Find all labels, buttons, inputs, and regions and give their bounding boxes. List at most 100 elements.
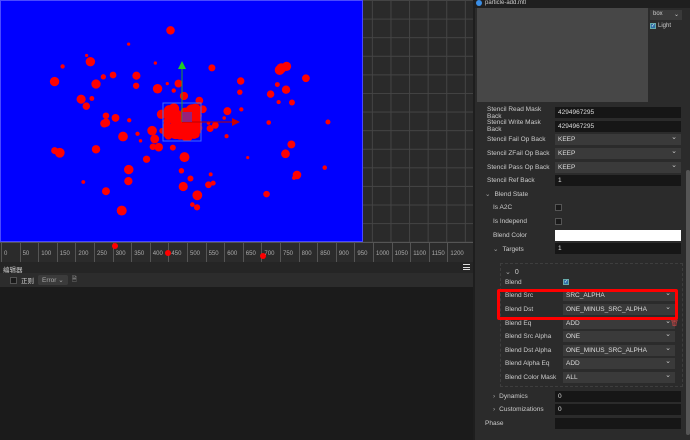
ruler-tick: 200: [75, 243, 88, 263]
console-toolbar: 正则 Error ⌄ 🗎: [0, 273, 473, 287]
particle: [100, 119, 109, 128]
log-level-value: Error: [42, 277, 57, 284]
field-label: Blend Dst Alpha: [505, 346, 552, 354]
particle: [150, 134, 160, 144]
regex-checkbox[interactable]: [10, 276, 17, 284]
blend-color-label: Blend Color: [493, 231, 527, 239]
particle: [211, 121, 219, 129]
light-checkbox[interactable]: ✓: [650, 23, 656, 29]
particle: [132, 71, 141, 80]
field-input[interactable]: 4294967295: [555, 120, 681, 132]
dynamics-value[interactable]: 0: [555, 390, 681, 402]
field-select[interactable]: ONE: [563, 330, 675, 343]
console-header: 编辑器: [0, 262, 473, 274]
stencil-row: Stencil ZFail Op Back KEEP: [475, 147, 685, 161]
particle: [178, 181, 188, 192]
field-select[interactable]: ONE_MINUS_SRC_ALPHA: [563, 303, 675, 316]
particle: [206, 125, 214, 132]
blend-checkbox[interactable]: ✓: [563, 279, 569, 286]
particle: [187, 175, 194, 182]
targets-label[interactable]: ⌄ Targets: [493, 245, 524, 253]
material-preview[interactable]: [477, 8, 648, 102]
particle: [260, 253, 266, 259]
blend-field-row: Blend Dst Alpha ONE_MINUS_SRC_ALPHA: [475, 344, 685, 358]
blend-field-row: Blend Alpha Eq ADD: [475, 357, 685, 371]
log-level-select[interactable]: Error ⌄: [38, 275, 68, 285]
timeline-ruler[interactable]: 0 50 100 150 200 250 300 350 400 450 500 550 600 650 7…: [0, 242, 473, 263]
ruler-tick: 850: [317, 243, 330, 263]
field-label: Stencil ZFail Op Back: [487, 150, 550, 158]
particle: [178, 168, 185, 174]
ruler-tick: 1000: [373, 243, 389, 263]
field-label: Stencil Read Mask Back: [487, 105, 542, 120]
file-icon[interactable]: 🗎: [71, 275, 77, 283]
is-a2c-checkbox[interactable]: [555, 204, 562, 212]
chevron-down-icon: ⌄: [505, 268, 511, 276]
field-select[interactable]: ONE_MINUS_SRC_ALPHA: [563, 344, 675, 356]
preview-shape-select[interactable]: box ⌄: [650, 10, 682, 20]
particle: [266, 90, 275, 98]
particle: [263, 190, 270, 198]
target-0-header[interactable]: ⌄ 0: [475, 256, 685, 276]
particle: [60, 64, 65, 69]
customizations-value[interactable]: 0: [555, 404, 681, 416]
particle: [111, 114, 120, 122]
is-independ-checkbox[interactable]: [555, 218, 562, 226]
particle: [147, 125, 157, 136]
field-select[interactable]: ADD: [563, 317, 675, 329]
field-select[interactable]: KEEP: [555, 147, 681, 160]
blend-field-row: Blend Src Alpha ONE: [475, 330, 685, 344]
preview-shape-value: box: [653, 11, 663, 17]
blend-field-row: Blend Eq ADD🗑: [475, 316, 685, 330]
particle: [76, 94, 86, 104]
field-label: Blend Color Mask: [505, 373, 557, 381]
light-toggle[interactable]: ✓ Light: [650, 23, 671, 29]
particle: [274, 65, 285, 75]
target-group: [500, 263, 683, 387]
blend-state-section[interactable]: ⌄ Blend State: [475, 188, 685, 202]
field-input[interactable]: 1: [555, 175, 681, 187]
particle: [116, 205, 127, 216]
field-select[interactable]: KEEP: [555, 161, 681, 173]
field-label: Stencil Write Mask Back: [487, 119, 541, 134]
ruler-tick: 650: [242, 243, 256, 263]
light-label: Light: [658, 23, 672, 29]
ruler-tick: 400: [149, 243, 163, 263]
particle: [239, 107, 244, 112]
is-a2c-label: Is A2C: [493, 204, 513, 212]
particle: [124, 164, 134, 175]
dynamics-label[interactable]: › Dynamics: [493, 392, 528, 400]
scrollbar[interactable]: [686, 170, 690, 435]
ruler-tick: 1100: [410, 243, 426, 263]
particle: [109, 71, 117, 79]
particle: [281, 149, 290, 159]
transform-gizmo[interactable]: [162, 61, 240, 142]
delete-icon[interactable]: 🗑: [670, 320, 679, 328]
particle: [205, 181, 212, 189]
property-list: Stencil Read Mask Back 4294967295 Stencil …: [475, 106, 685, 430]
particle: [149, 143, 157, 150]
customizations-label[interactable]: › Customizations: [493, 406, 544, 414]
menu-icon[interactable]: [463, 264, 470, 270]
field-input[interactable]: 4294967295: [555, 107, 681, 119]
is-independ-label: Is Independ: [493, 218, 527, 226]
particle: [85, 53, 89, 58]
ruler-tick: 900: [335, 243, 349, 263]
phase-input[interactable]: [555, 417, 681, 429]
field-select[interactable]: KEEP: [555, 133, 681, 146]
field-select[interactable]: ADD: [563, 357, 675, 370]
ruler-tick: 250: [94, 243, 107, 263]
particle: [91, 79, 101, 89]
console-title: 编辑器: [3, 267, 23, 274]
scene-view[interactable]: [0, 0, 473, 242]
field-select[interactable]: ALL: [563, 371, 675, 383]
particle: [49, 76, 60, 87]
blend-color-swatch[interactable]: [555, 229, 681, 241]
ruler-tick: 600: [224, 243, 237, 263]
particle: [274, 82, 280, 88]
inspector-panel: particle-add.mtl box ⌄ ✓ Light Stencil Rea…: [475, 0, 690, 440]
field-select[interactable]: SRC_ALPHA: [563, 289, 675, 302]
particle: [236, 77, 245, 85]
particle: [101, 187, 110, 196]
targets-count[interactable]: 1: [555, 243, 681, 255]
